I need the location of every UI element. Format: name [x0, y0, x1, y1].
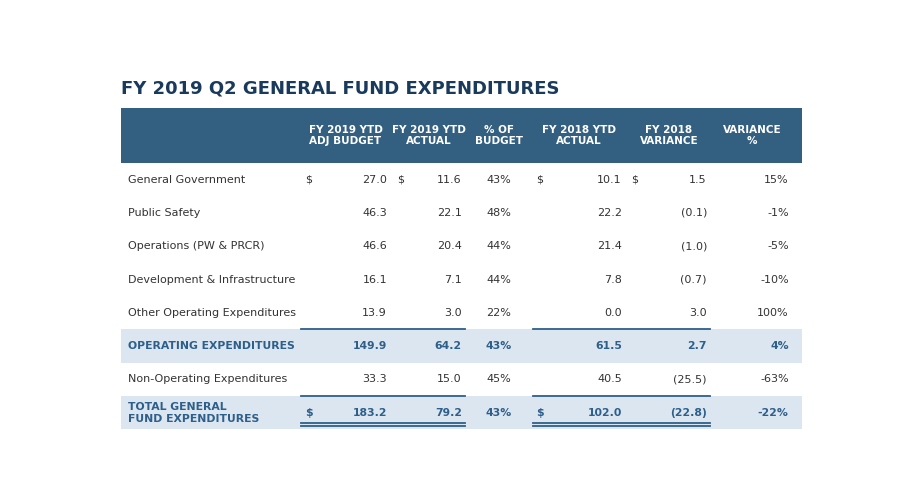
Text: 10.1: 10.1: [598, 174, 622, 185]
Text: $: $: [397, 174, 404, 185]
Text: General Government: General Government: [128, 174, 245, 185]
Text: $: $: [536, 408, 544, 418]
Text: VARIANCE
%: VARIANCE %: [723, 125, 781, 146]
Text: 43%: 43%: [486, 408, 512, 418]
Text: 61.5: 61.5: [595, 341, 622, 351]
Text: 46.3: 46.3: [362, 208, 387, 218]
Text: 149.9: 149.9: [353, 341, 387, 351]
Text: 0.0: 0.0: [604, 308, 622, 318]
Text: TOTAL GENERAL: TOTAL GENERAL: [128, 402, 227, 412]
Text: Development & Infrastructure: Development & Infrastructure: [128, 274, 295, 284]
Text: 16.1: 16.1: [363, 274, 387, 284]
Bar: [121, 396, 802, 430]
Text: 33.3: 33.3: [363, 375, 387, 384]
Text: $: $: [305, 174, 311, 185]
Text: 15%: 15%: [764, 174, 788, 185]
Bar: [121, 108, 802, 163]
Text: (0.1): (0.1): [680, 208, 706, 218]
Text: 79.2: 79.2: [435, 408, 462, 418]
Text: 43%: 43%: [486, 174, 511, 185]
Text: FY 2018
VARIANCE: FY 2018 VARIANCE: [640, 125, 698, 146]
Text: FY 2019 YTD
ACTUAL: FY 2019 YTD ACTUAL: [392, 125, 466, 146]
Text: -63%: -63%: [760, 375, 788, 384]
Text: FY 2019 YTD
ADJ BUDGET: FY 2019 YTD ADJ BUDGET: [309, 125, 382, 146]
Text: 64.2: 64.2: [435, 341, 462, 351]
Text: 22.1: 22.1: [437, 208, 462, 218]
Text: 102.0: 102.0: [588, 408, 622, 418]
Text: 4%: 4%: [770, 341, 788, 351]
Text: -1%: -1%: [767, 208, 788, 218]
Text: $: $: [305, 408, 312, 418]
Text: 21.4: 21.4: [597, 241, 622, 251]
Text: 44%: 44%: [486, 241, 511, 251]
Text: 3.0: 3.0: [445, 308, 462, 318]
Text: 13.9: 13.9: [362, 308, 387, 318]
Text: -10%: -10%: [760, 274, 788, 284]
Text: 48%: 48%: [486, 208, 511, 218]
Text: FUND EXPENDITURES: FUND EXPENDITURES: [128, 414, 259, 424]
Text: 45%: 45%: [486, 375, 511, 384]
Text: Non-Operating Expenditures: Non-Operating Expenditures: [128, 375, 287, 384]
Bar: [121, 329, 802, 363]
Text: Public Safety: Public Safety: [128, 208, 200, 218]
Text: -5%: -5%: [767, 241, 788, 251]
Text: 43%: 43%: [486, 341, 512, 351]
Text: 27.0: 27.0: [362, 174, 387, 185]
Text: 46.6: 46.6: [362, 241, 387, 251]
Text: 11.6: 11.6: [437, 174, 462, 185]
Text: 7.1: 7.1: [444, 274, 462, 284]
Text: $: $: [632, 174, 638, 185]
Text: % OF
BUDGET: % OF BUDGET: [474, 125, 523, 146]
Text: 2.7: 2.7: [688, 341, 706, 351]
Text: 7.8: 7.8: [604, 274, 622, 284]
Text: OPERATING EXPENDITURES: OPERATING EXPENDITURES: [128, 341, 294, 351]
Text: 1.5: 1.5: [689, 174, 706, 185]
Text: Other Operating Expenditures: Other Operating Expenditures: [128, 308, 296, 318]
Text: 100%: 100%: [757, 308, 788, 318]
Text: $: $: [536, 174, 544, 185]
Text: 183.2: 183.2: [353, 408, 387, 418]
Text: 20.4: 20.4: [437, 241, 462, 251]
Text: (25.5): (25.5): [673, 375, 707, 384]
Text: 44%: 44%: [486, 274, 511, 284]
Text: -22%: -22%: [758, 408, 788, 418]
Text: 40.5: 40.5: [597, 375, 622, 384]
Text: Operations (PW & PRCR): Operations (PW & PRCR): [128, 241, 265, 251]
Text: 22.2: 22.2: [597, 208, 622, 218]
Text: (1.0): (1.0): [680, 241, 706, 251]
Text: FY 2018 YTD
ACTUAL: FY 2018 YTD ACTUAL: [542, 125, 616, 146]
Text: FY 2019 Q2 GENERAL FUND EXPENDITURES: FY 2019 Q2 GENERAL FUND EXPENDITURES: [121, 80, 560, 98]
Text: 15.0: 15.0: [437, 375, 462, 384]
Text: (22.8): (22.8): [670, 408, 706, 418]
Text: (0.7): (0.7): [680, 274, 706, 284]
Text: 3.0: 3.0: [689, 308, 706, 318]
Text: 22%: 22%: [486, 308, 511, 318]
